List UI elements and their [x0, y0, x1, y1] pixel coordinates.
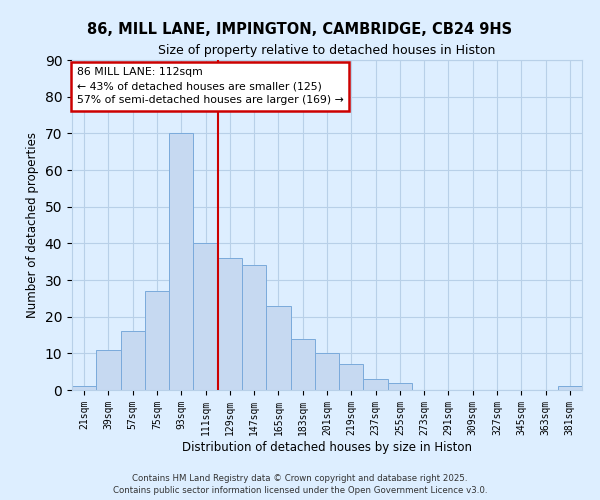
Bar [193, 244, 218, 390]
Bar [388, 382, 412, 390]
Bar [266, 306, 290, 390]
Bar [242, 266, 266, 390]
Bar [339, 364, 364, 390]
Bar [96, 350, 121, 390]
Text: Contains HM Land Registry data © Crown copyright and database right 2025.
Contai: Contains HM Land Registry data © Crown c… [113, 474, 487, 495]
Bar [169, 134, 193, 390]
Bar [290, 338, 315, 390]
Bar [558, 386, 582, 390]
Bar [315, 354, 339, 390]
Bar [145, 291, 169, 390]
Bar [72, 386, 96, 390]
Bar [364, 379, 388, 390]
Text: 86, MILL LANE, IMPINGTON, CAMBRIDGE, CB24 9HS: 86, MILL LANE, IMPINGTON, CAMBRIDGE, CB2… [88, 22, 512, 38]
Text: 86 MILL LANE: 112sqm
← 43% of detached houses are smaller (125)
57% of semi-deta: 86 MILL LANE: 112sqm ← 43% of detached h… [77, 68, 344, 106]
Title: Size of property relative to detached houses in Histon: Size of property relative to detached ho… [158, 44, 496, 58]
X-axis label: Distribution of detached houses by size in Histon: Distribution of detached houses by size … [182, 440, 472, 454]
Bar [218, 258, 242, 390]
Y-axis label: Number of detached properties: Number of detached properties [26, 132, 39, 318]
Bar [121, 332, 145, 390]
